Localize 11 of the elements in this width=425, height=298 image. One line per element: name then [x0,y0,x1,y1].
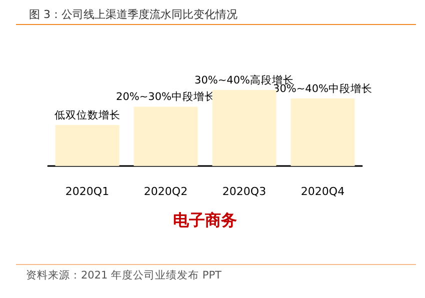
bar [55,124,120,166]
annotation: 低双位数增长 [54,108,120,122]
x-tick-label: 2020Q4 [300,185,345,198]
x-tick-label: 2020Q2 [144,185,188,198]
bar [290,98,355,166]
x-tick-label: 2020Q1 [65,185,110,198]
text: 资料来源：2021 年度公司业绩发布 PPT [26,268,222,282]
x-axis-title: 电子商务 [173,210,237,230]
chart-title: 图 3：公司线上渠道季度流水同比变化情况 [29,8,238,21]
x-tick-label: 2020Q3 [222,185,266,198]
bar [134,106,198,166]
